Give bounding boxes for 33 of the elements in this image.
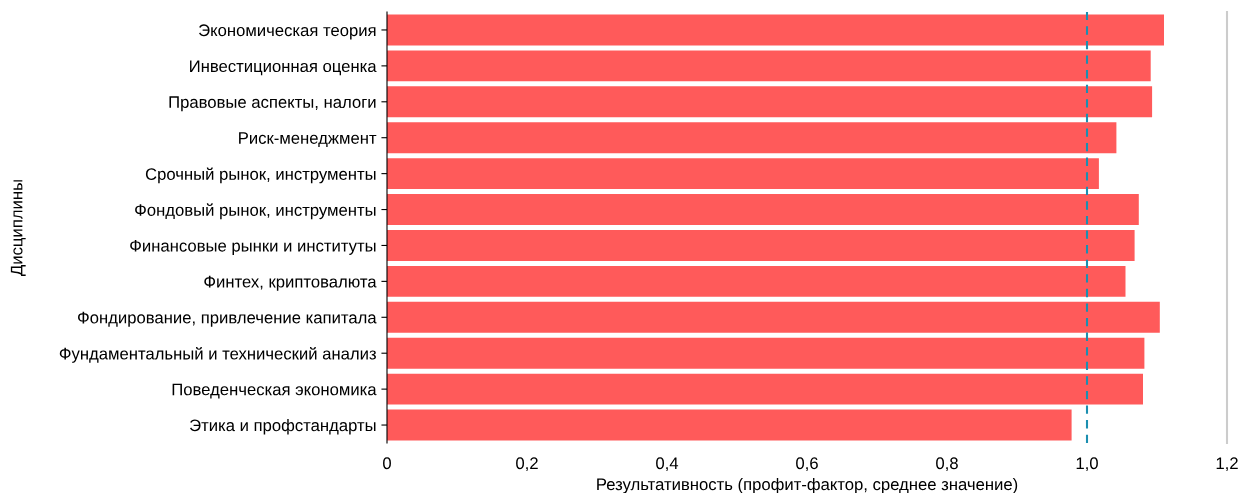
y-tick-label: Финансовые рынки и институты [130, 239, 376, 255]
bar [387, 158, 1099, 190]
y-tick-label: Риск-менеджмент [239, 132, 377, 148]
bar [387, 50, 1151, 82]
bar [387, 301, 1160, 333]
x-tick-label: 0,8 [936, 457, 958, 472]
x-tick-label: 0 [383, 457, 391, 470]
x-axis-title: Результативность (профит-фактор, среднее значение) [597, 477, 1018, 493]
bar [387, 14, 1164, 46]
bar [387, 122, 1117, 154]
bar [387, 230, 1135, 261]
y-tick-label: Инвестиционная оценка [190, 60, 377, 76]
y-tick-label: Этика и профстандарты [189, 419, 376, 435]
bar [387, 373, 1143, 405]
x-tick-label: 0,6 [796, 457, 818, 472]
x-tick-label: 0,4 [656, 457, 679, 472]
y-tick-label: Срочный рынок, инструменты [145, 167, 376, 184]
y-tick-label: Правовые аспекты, налоги [169, 96, 376, 112]
y-tick-label: Экономическая теория [199, 24, 376, 40]
bar [387, 86, 1153, 118]
x-tick-label: 1,2 [1216, 457, 1238, 472]
y-axis-title: Дисциплины [10, 180, 26, 276]
y-tick-label: Поведенческая экономика [172, 383, 377, 399]
x-tick-label: 1,0 [1076, 457, 1098, 472]
x-tick-label: 0,2 [516, 457, 538, 472]
bar [387, 337, 1145, 369]
bar [387, 265, 1126, 297]
bar [387, 409, 1072, 441]
bar [387, 194, 1139, 225]
y-tick-label: Фондирование, привлечение капитала [78, 311, 377, 327]
y-tick-label: Фундаментальный и технический анализ [59, 347, 376, 363]
y-tick-label: Фондовый рынок, инструменты [135, 203, 376, 220]
y-tick-label: Финтех, криптовалюта [204, 275, 377, 291]
